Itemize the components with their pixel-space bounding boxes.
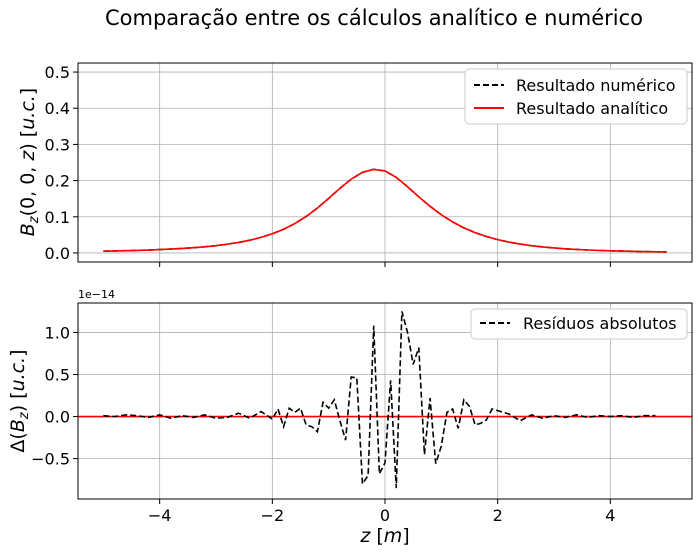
bottom-panel: −0.50.00.51.0−4 −2 0 2 4 1e−14 Δ(Bz) [u.c.] … <box>7 288 693 547</box>
legend-label-residuals: Resíduos absolutos <box>523 314 677 333</box>
bottom-ytick-label: 0.5 <box>45 366 70 385</box>
bottom-y-axis-label: Δ(Bz) [u.c.] <box>7 349 32 452</box>
bottom-legend: Resíduos absolutos <box>470 308 688 340</box>
x-axis-label: z [m] <box>359 525 409 547</box>
xtick-label: −4 <box>148 506 172 525</box>
bottom-ytick-label: 1.0 <box>45 323 70 342</box>
xtick-label: −2 <box>261 506 285 525</box>
legend-label-numeric: Resultado numérico <box>516 76 676 95</box>
top-ytick-label: 0.5 <box>45 63 70 82</box>
bottom-series <box>78 311 692 489</box>
top-ytick-label: 0.0 <box>45 244 70 263</box>
top-ytick-label: 0.4 <box>45 99 70 118</box>
top-ytick-label: 0.1 <box>45 208 70 227</box>
legend-label-analytic: Resultado analítico <box>516 99 668 118</box>
top-y-axis-label: Bz(0, 0, z) [u.c.] <box>17 88 42 236</box>
figure-title: Comparação entre os cálculos analítico e… <box>105 6 643 30</box>
top-y-ticks: 0.0 0.1 0.2 0.3 0.4 0.5 <box>45 63 611 267</box>
top-legend-box <box>464 68 688 125</box>
bottom-series-line-0 <box>103 311 656 489</box>
offset-text: 1e−14 <box>78 288 115 301</box>
bottom-legend-box <box>470 308 688 340</box>
top-series <box>103 168 667 253</box>
bottom-ticks: −0.5 0.0 0.5 1.0 −4 −2 0 2 4 <box>31 323 615 525</box>
xtick-label: 2 <box>493 506 503 525</box>
top-ytick-label: 0.3 <box>45 135 70 154</box>
bottom-ytick-label: 0.0 <box>45 408 70 427</box>
bottom-ytick-label: −0.5 <box>31 450 70 469</box>
xtick-label: 4 <box>605 506 615 525</box>
top-panel: 0.0 0.1 0.2 0.3 0.4 0.5 Bz(0, 0, z) [u.c.] Re… <box>17 62 693 267</box>
xtick-label: 0 <box>380 506 390 525</box>
top-legend: Resultado numérico Resultado analítico <box>464 68 688 125</box>
top-series-line-1 <box>103 168 667 253</box>
top-ytick-label: 0.2 <box>45 172 70 191</box>
